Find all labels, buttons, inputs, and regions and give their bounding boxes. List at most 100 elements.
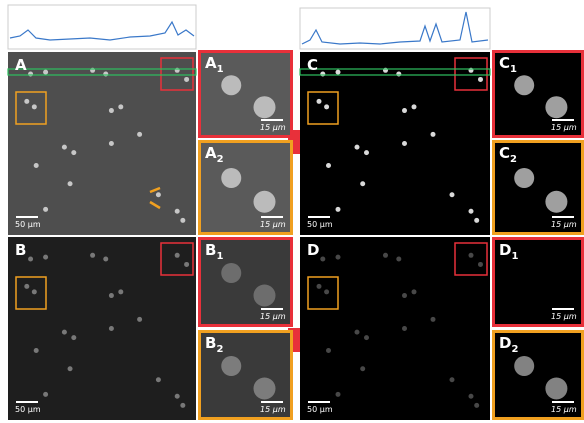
cell-spot xyxy=(175,394,180,399)
cell-spot xyxy=(514,168,534,188)
panel-letter: C xyxy=(499,54,510,72)
image-panel xyxy=(8,237,196,420)
cell-spot xyxy=(469,253,474,258)
cell-spot xyxy=(32,104,37,109)
scale-bar-label: 15 μm xyxy=(551,220,577,229)
panel-label: A xyxy=(15,56,27,74)
cell-spot xyxy=(450,192,455,197)
cell-spot xyxy=(109,326,114,331)
cell-spot xyxy=(478,77,483,82)
cell-spot xyxy=(62,145,67,150)
cell-spot xyxy=(412,104,417,109)
cell-spot xyxy=(254,191,276,213)
cell-spot xyxy=(43,70,48,75)
cell-spot xyxy=(175,253,180,258)
cell-spot xyxy=(431,132,436,137)
cell-spot xyxy=(514,75,534,95)
cell-spot xyxy=(71,335,76,340)
panel-subscript: 2 xyxy=(510,154,517,165)
cell-spot xyxy=(254,96,276,118)
scale-bar-label: 15 μm xyxy=(551,123,577,132)
cell-spot xyxy=(184,77,189,82)
cell-spot xyxy=(109,293,114,298)
cell-spot xyxy=(28,71,33,76)
panel-letter: B xyxy=(15,241,26,259)
cell-spot xyxy=(156,377,161,382)
figure: A50 μmA115 μmA215 μmB50 μmB115 μmB215 μm… xyxy=(0,0,584,423)
panel-label: B xyxy=(15,241,26,259)
cell-spot xyxy=(24,99,29,104)
cell-spot xyxy=(137,132,142,137)
scale-bar-label: 50 μm xyxy=(307,405,333,414)
scale-bar-label: 50 μm xyxy=(15,220,41,229)
cell-spot xyxy=(336,70,341,75)
cell-spot xyxy=(184,262,189,267)
panel-letter: B xyxy=(205,334,216,352)
scale-bar-label: 50 μm xyxy=(307,220,333,229)
cell-spot xyxy=(396,256,401,261)
cell-spot xyxy=(360,181,365,186)
cell-spot xyxy=(431,317,436,322)
cell-spot xyxy=(402,141,407,146)
profile-box xyxy=(8,5,196,49)
panel-subscript: 2 xyxy=(511,344,518,355)
cell-spot xyxy=(175,209,180,214)
panel-letter: A xyxy=(205,144,217,162)
cell-spot xyxy=(469,394,474,399)
scale-bar-label: 15 μm xyxy=(260,123,286,132)
panel-letter: B xyxy=(205,241,216,259)
cell-spot xyxy=(326,163,331,168)
cell-spot xyxy=(156,192,161,197)
cell-spot xyxy=(34,348,39,353)
cell-spot xyxy=(545,191,567,213)
cell-spot xyxy=(514,263,534,283)
panel-subscript: 2 xyxy=(216,344,223,355)
cell-spot xyxy=(364,150,369,155)
cell-spot xyxy=(32,289,37,294)
panel-subscript: 1 xyxy=(216,251,223,262)
cell-spot xyxy=(324,104,329,109)
cell-spot xyxy=(474,218,479,223)
scale-bar-label: 15 μm xyxy=(260,312,286,321)
panel-label: C xyxy=(307,56,318,74)
cell-spot xyxy=(180,403,185,408)
cell-spot xyxy=(545,378,567,400)
panel-subscript: 1 xyxy=(511,251,518,262)
cell-spot xyxy=(62,330,67,335)
cell-spot xyxy=(109,108,114,113)
cell-spot xyxy=(24,284,29,289)
panel-label: D xyxy=(307,241,319,259)
cell-spot xyxy=(469,209,474,214)
panel-subscript: 2 xyxy=(217,154,224,165)
cell-spot xyxy=(90,253,95,258)
cell-spot xyxy=(34,163,39,168)
cell-spot xyxy=(221,263,241,283)
cell-spot xyxy=(68,181,73,186)
image-panel xyxy=(300,52,490,235)
cell-spot xyxy=(103,256,108,261)
cell-spot xyxy=(180,218,185,223)
scale-bar-label: 15 μm xyxy=(551,312,577,321)
cell-spot xyxy=(478,262,483,267)
cell-spot xyxy=(326,348,331,353)
cell-spot xyxy=(355,330,360,335)
cell-spot xyxy=(336,255,341,260)
scale-bar-label: 50 μm xyxy=(15,405,41,414)
cell-spot xyxy=(396,71,401,76)
cell-spot xyxy=(109,141,114,146)
cell-spot xyxy=(317,99,322,104)
cell-spot xyxy=(254,378,276,400)
cell-spot xyxy=(320,71,325,76)
panel-letter: D xyxy=(307,241,319,259)
panel-letter: D xyxy=(499,334,511,352)
scale-bar-label: 15 μm xyxy=(260,220,286,229)
cell-spot xyxy=(221,356,241,376)
cell-spot xyxy=(43,392,48,397)
cell-spot xyxy=(450,377,455,382)
cell-spot xyxy=(355,145,360,150)
cell-spot xyxy=(103,71,108,76)
cell-spot xyxy=(514,356,534,376)
cell-spot xyxy=(43,207,48,212)
cell-spot xyxy=(474,403,479,408)
panel-letter: A xyxy=(205,54,217,72)
